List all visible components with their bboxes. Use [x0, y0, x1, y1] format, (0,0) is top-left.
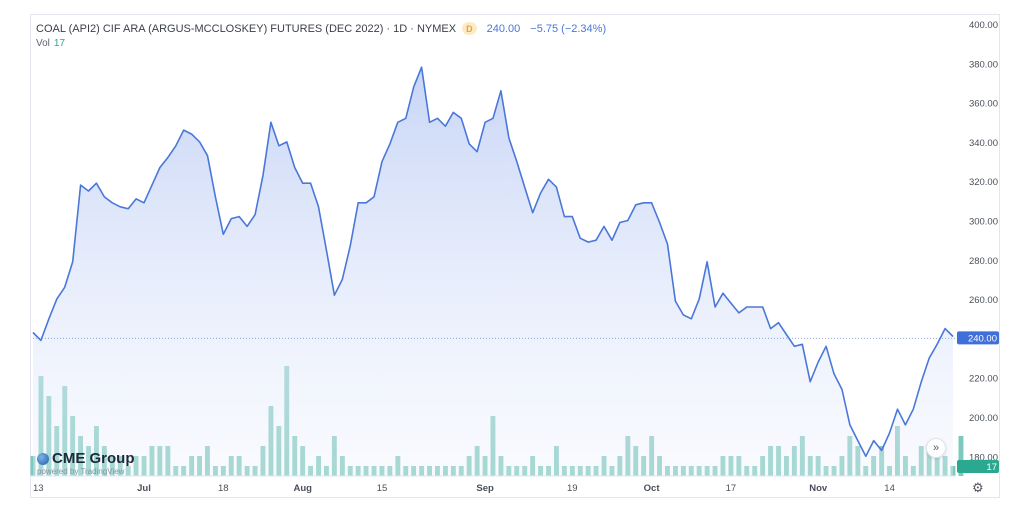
volume-bar: [30, 456, 36, 476]
svg-text:240.00: 240.00: [968, 333, 997, 344]
price-area-fill: [33, 67, 953, 476]
y-tick-label: 320.00: [969, 177, 998, 188]
gear-icon[interactable]: ⚙: [972, 480, 984, 495]
market-status-badge[interactable]: D: [462, 22, 477, 35]
last-volume-tag: 17: [957, 460, 999, 473]
volume-bar: [958, 436, 964, 476]
y-tick-label: 180.00: [969, 452, 998, 463]
globe-icon: [37, 452, 49, 465]
y-tick-label: 260.00: [969, 295, 998, 306]
double-chevron-right-icon[interactable]: »: [926, 438, 946, 458]
x-tick-label: 15: [377, 483, 388, 494]
y-axis: 180.00 200.00 220.00 240.00 260.00 280.00 300.…: [969, 20, 998, 463]
x-tick-label: 17: [726, 483, 737, 494]
volume-value: 17: [53, 38, 66, 49]
y-tick-label: 200.00: [969, 413, 998, 424]
volume-label: Vol: [36, 38, 50, 49]
y-tick-label: 280.00: [969, 256, 998, 267]
y-tick-label: 300.00: [969, 217, 998, 228]
last-price: 240.00: [486, 22, 521, 35]
powered-by-text: powered by TradingView: [37, 467, 125, 476]
y-tick-label: 340.00: [969, 138, 998, 149]
cme-group-logo[interactable]: CME Group powered by TradingView: [37, 451, 135, 476]
price-change: −5.75 (−2.34%): [530, 22, 607, 35]
x-tick-label: Nov: [809, 483, 828, 494]
x-tick-label: Aug: [293, 483, 312, 494]
x-tick-label: Sep: [476, 483, 494, 494]
y-tick-label: 400.00: [969, 20, 998, 31]
chart-title: COAL (API2) CIF ARA (ARGUS-MCCLOSKEY) FU…: [36, 22, 457, 35]
volume-legend: Vol 17: [36, 38, 65, 49]
x-tick-label: Oct: [644, 483, 661, 494]
logo-brand-text: CME Group: [52, 450, 135, 467]
x-axis: 13 Jul 18 Aug 15 Sep 19 Oct 17 Nov 14: [33, 483, 895, 494]
y-tick-label: 360.00: [969, 99, 998, 110]
last-price-tag: 240.00: [957, 331, 999, 345]
chart-legend: COAL (API2) CIF ARA (ARGUS-MCCLOSKEY) FU…: [36, 22, 606, 35]
y-tick-label: 220.00: [969, 374, 998, 385]
price-tags: 240.00 17: [957, 331, 999, 473]
x-tick-label: 18: [218, 483, 229, 494]
svg-text:17: 17: [986, 462, 997, 473]
x-tick-label: 14: [884, 483, 895, 494]
x-tick-label: 19: [567, 483, 578, 494]
x-tick-label: Jul: [137, 483, 151, 494]
price-line: [32, 66, 954, 458]
x-tick-label: 13: [33, 483, 44, 494]
y-tick-label: 380.00: [969, 59, 998, 70]
